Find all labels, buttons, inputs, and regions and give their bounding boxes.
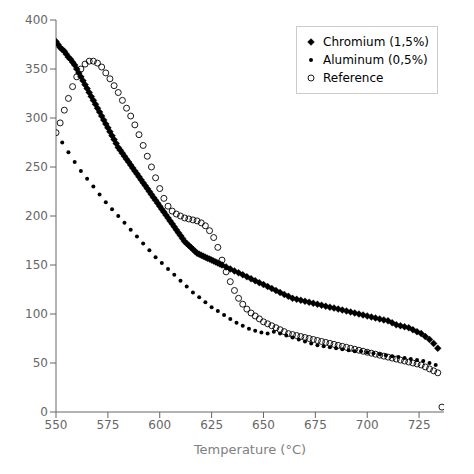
svg-text:200: 200 xyxy=(25,209,48,223)
svg-text:50: 50 xyxy=(33,356,48,370)
svg-text:725: 725 xyxy=(408,418,431,432)
svg-text:150: 150 xyxy=(25,258,48,272)
svg-text:100: 100 xyxy=(25,307,48,321)
svg-text:400: 400 xyxy=(25,13,48,27)
svg-text:575: 575 xyxy=(96,418,119,432)
svg-text:550: 550 xyxy=(45,418,68,432)
svg-text:675: 675 xyxy=(304,418,327,432)
svg-text:700: 700 xyxy=(356,418,379,432)
svg-text:250: 250 xyxy=(25,160,48,174)
svg-text:0: 0 xyxy=(40,405,48,419)
html-text:Chromium (1,5%): Chromium (1,5%) xyxy=(323,35,429,49)
svg-text:300: 300 xyxy=(25,111,48,125)
svg-text:650: 650 xyxy=(252,418,275,432)
html-text:Reference: Reference xyxy=(323,71,384,85)
svg-text:600: 600 xyxy=(148,418,171,432)
svg-text:350: 350 xyxy=(25,62,48,76)
svg-text:625: 625 xyxy=(200,418,223,432)
svg-text:Temperature (°C): Temperature (°C) xyxy=(193,442,306,457)
html-text:Aluminum (0,5%): Aluminum (0,5%) xyxy=(323,53,428,67)
